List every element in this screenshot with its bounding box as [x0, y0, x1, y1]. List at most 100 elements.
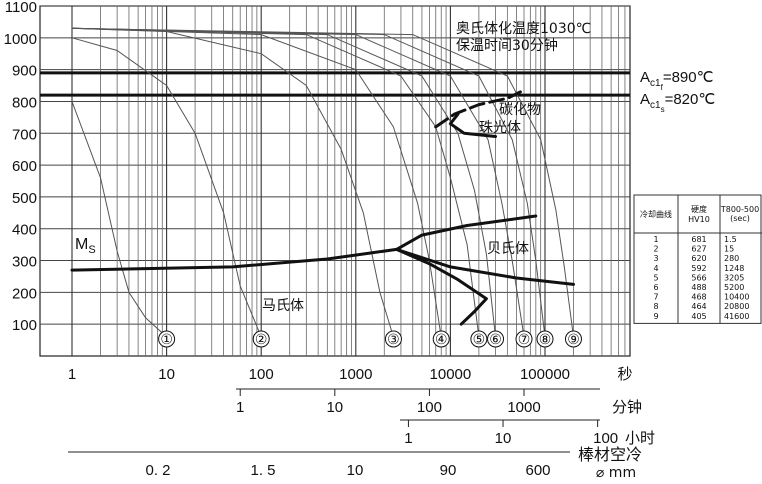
cooling-curve-⑦ [71, 27, 525, 337]
y-tick-label: 900 [12, 63, 37, 80]
curve-marker-circle [564, 330, 582, 348]
x-tick-hours: 100 [593, 430, 618, 447]
x-tick-minutes: 100 [417, 399, 442, 416]
x-tick-diameter: 600 [525, 462, 550, 479]
curve-marker: ② [252, 330, 270, 348]
cooling-curve-⑧ [71, 27, 546, 337]
curve-marker-label: ⑥ [489, 332, 502, 348]
cooling-curve-① [71, 101, 167, 338]
y-tick-label: 200 [12, 285, 37, 302]
curve-marker-circle [252, 330, 270, 348]
curve-marker-circle [470, 330, 488, 348]
y-tick-label: 500 [12, 190, 37, 207]
cooling-curve-② [71, 37, 262, 338]
martensite-label: 马氏体 [262, 298, 304, 314]
table-cell-curve: 1 [653, 235, 658, 244]
table-cell-curve: 9 [653, 312, 658, 321]
diameter-unit: ⌀ mm [596, 465, 636, 481]
y-tick-label: 1000 [4, 31, 37, 48]
table-header-curve: 冷却曲线 [640, 209, 672, 219]
carbide-label: 碳化物 [499, 102, 541, 118]
x-tick-minutes: 10 [326, 399, 343, 416]
table-cell-curve: 3 [653, 254, 658, 263]
diameter-caption: 棒材空冷 [578, 445, 642, 464]
austenitizing-note-2: 保温时间30分钟 [456, 37, 558, 54]
grid [39, 5, 631, 357]
y-tick-label: 600 [12, 158, 37, 175]
table-cell-curve: 2 [653, 245, 658, 254]
table-cell-hardness: 592 [691, 264, 706, 273]
table-cell-hardness: 681 [691, 235, 706, 244]
table-cell-t800: 280 [724, 254, 739, 263]
bainite-nose [395, 247, 488, 326]
bainite-upper [395, 214, 538, 251]
curve-marker-label: ⑦ [518, 332, 531, 348]
x-tick-seconds: 10000 [430, 366, 472, 383]
table-header-t800-unit: (sec) [730, 214, 750, 223]
x-tick-diameter: 10 [347, 462, 364, 479]
curve-marker-label: ① [160, 332, 173, 348]
curve-marker-label: ③ [387, 332, 400, 348]
x-axes: 1 10 100 1000 10000 100000 秒1 10 100 1000 分钟1 10 100… [68, 365, 655, 481]
table-cell-t800: 10400 [724, 293, 749, 302]
curve-marker: ⑨ [564, 330, 582, 348]
table-cell-hardness: 488 [691, 283, 706, 292]
y-tick-label: 700 [12, 126, 37, 143]
curve-marker-label: ⑧ [539, 332, 552, 348]
cooling-curves [71, 27, 574, 338]
table-cell-curve: 4 [653, 264, 658, 273]
curve-marker-circle [432, 330, 450, 348]
ms-label: MS [75, 236, 96, 256]
bainite-label: 贝氏体 [487, 241, 529, 257]
table-cell-t800: 15 [724, 245, 734, 254]
ac1f-label: Ac1f=890℃ [640, 69, 713, 92]
cooling-curve-⑨ [71, 27, 574, 337]
table-cell-t800: 1.5 [724, 235, 737, 244]
y-tick-label: 400 [12, 222, 37, 239]
table-cell-t800: 3205 [724, 273, 744, 282]
curve-marker-circle [384, 330, 402, 348]
x-tick-diameter: 0. 2 [145, 462, 170, 479]
curve-marker-circle [487, 330, 505, 348]
chart-labels: 奥氏体化温度1030℃ 保温时间30分钟 碳化物 珠光体 贝氏体 马氏体 MS … [75, 20, 715, 314]
y-tick-label: 1100 [5, 0, 37, 16]
table-frame [633, 194, 762, 324]
y-tick-label: 100 [12, 317, 37, 334]
x-unit-hours: 小时 [625, 429, 655, 447]
austenitizing-note-1: 奥氏体化温度1030℃ [456, 20, 591, 37]
y-axis-ticks: 100 200 300 400 500 600 700 800 900 1000 1100 [4, 0, 37, 334]
curve-marker-circle [158, 330, 176, 348]
curve-marker-label: ② [255, 332, 268, 348]
cooling-curve-⑥ [71, 27, 496, 337]
table-cell-hardness: 468 [691, 293, 706, 302]
table-cell-hardness: 566 [691, 273, 706, 282]
table-cell-t800: 1248 [724, 264, 744, 273]
curve-marker: ③ [384, 330, 402, 348]
x-unit-minutes: 分钟 [612, 398, 642, 416]
curve-marker: ① [158, 330, 176, 348]
table-header-hardness: 硬度 [691, 204, 707, 214]
table-cell-hardness: 464 [691, 302, 706, 311]
curve-marker: ④ [432, 330, 450, 348]
table-cell-t800: 5200 [724, 283, 744, 292]
x-tick-seconds: 1000 [339, 366, 372, 383]
x-tick-seconds: 1 [68, 366, 76, 383]
x-tick-diameter: 90 [440, 462, 457, 479]
x-tick-hours: 10 [495, 430, 512, 447]
curve-marker: ⑦ [515, 330, 533, 348]
transformation-lines [70, 90, 575, 326]
pearlite-label: 珠光体 [479, 120, 521, 136]
x-tick-minutes: 1 [236, 399, 244, 416]
curve-marker: ⑧ [536, 330, 554, 348]
table-cell-curve: 5 [653, 273, 658, 282]
carbide-start [434, 90, 522, 129]
curve-marker: ⑥ [487, 330, 505, 348]
y-tick-label: 300 [12, 254, 37, 271]
x-tick-diameter: 1. 5 [250, 462, 275, 479]
curve-marker-label: ④ [435, 332, 448, 348]
table-cell-curve: 8 [653, 302, 658, 311]
ms-line [70, 247, 399, 272]
table-cell-curve: 7 [653, 293, 658, 302]
